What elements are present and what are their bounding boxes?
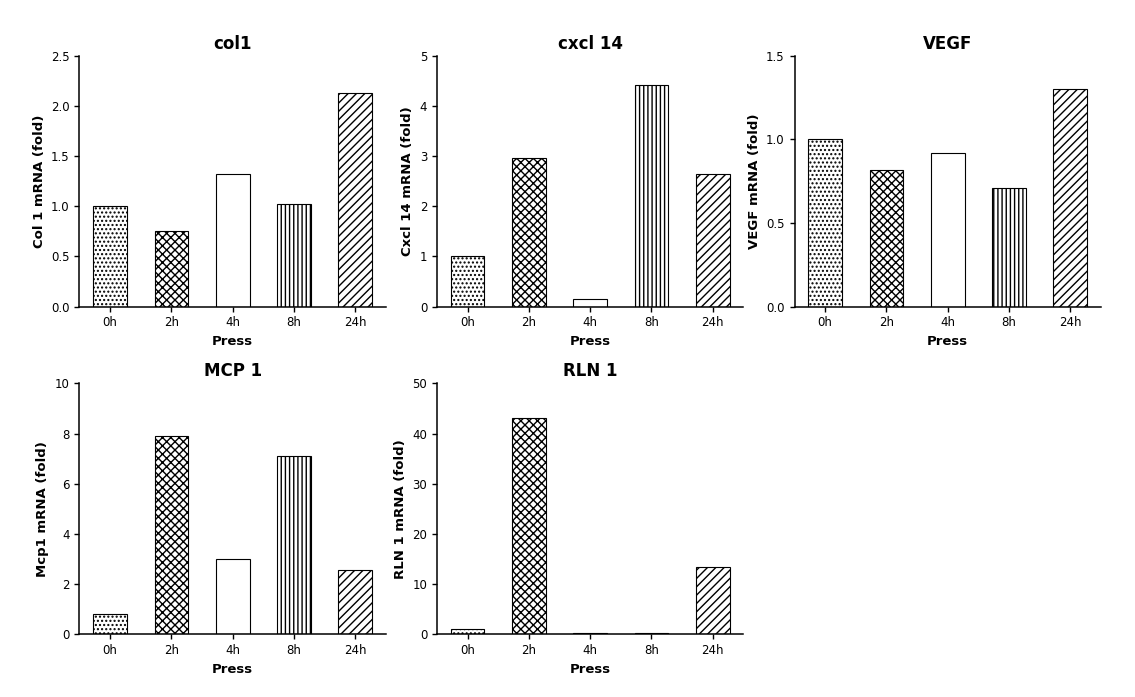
Bar <box>216 174 250 307</box>
X-axis label: Press: Press <box>570 663 611 675</box>
Bar <box>808 139 842 307</box>
Bar <box>216 559 250 634</box>
Bar <box>451 256 485 307</box>
Bar <box>696 567 730 634</box>
Bar <box>634 85 669 307</box>
Bar <box>512 158 546 307</box>
Bar <box>573 633 607 634</box>
Bar <box>154 436 188 634</box>
Title: col1: col1 <box>213 35 252 53</box>
Bar <box>338 570 372 634</box>
Bar <box>512 418 546 634</box>
Bar <box>869 169 903 307</box>
Title: cxcl 14: cxcl 14 <box>557 35 623 53</box>
Y-axis label: VEGF mRNA (fold): VEGF mRNA (fold) <box>748 114 760 249</box>
Y-axis label: Col 1 mRNA (fold): Col 1 mRNA (fold) <box>33 114 45 248</box>
Bar <box>93 206 127 307</box>
Title: MCP 1: MCP 1 <box>203 362 262 381</box>
Bar <box>154 231 188 307</box>
X-axis label: Press: Press <box>927 335 968 348</box>
Bar <box>451 629 485 634</box>
Bar <box>931 153 965 307</box>
Bar <box>1053 89 1087 307</box>
Y-axis label: Cxcl 14 mRNA (fold): Cxcl 14 mRNA (fold) <box>401 107 414 256</box>
Title: RLN 1: RLN 1 <box>563 362 617 381</box>
Bar <box>277 204 311 307</box>
Title: VEGF: VEGF <box>923 35 973 53</box>
Bar <box>338 93 372 307</box>
Bar <box>573 299 607 307</box>
Bar <box>277 456 311 634</box>
Bar <box>992 188 1026 307</box>
X-axis label: Press: Press <box>570 335 611 348</box>
X-axis label: Press: Press <box>212 335 253 348</box>
Bar <box>93 613 127 634</box>
X-axis label: Press: Press <box>212 663 253 675</box>
Bar <box>696 174 730 307</box>
Bar <box>634 633 669 634</box>
Y-axis label: Mcp1 mRNA (fold): Mcp1 mRNA (fold) <box>36 441 49 576</box>
Y-axis label: RLN 1 mRNA (fold): RLN 1 mRNA (fold) <box>394 439 406 579</box>
